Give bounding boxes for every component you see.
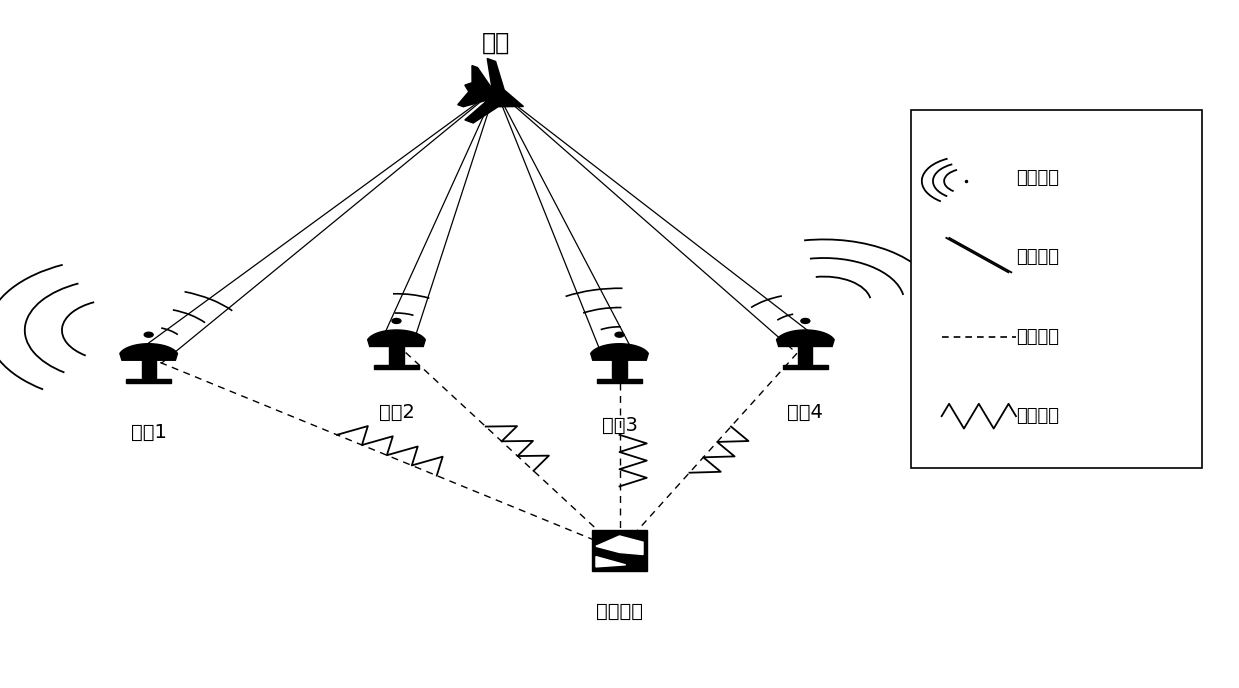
Text: 传输延迟: 传输延迟 <box>1016 407 1059 425</box>
Polygon shape <box>457 58 524 123</box>
Polygon shape <box>120 344 177 361</box>
Polygon shape <box>596 557 626 567</box>
Bar <box>126 379 171 383</box>
Polygon shape <box>596 536 643 555</box>
Bar <box>592 530 647 571</box>
Bar <box>389 346 404 365</box>
Circle shape <box>800 319 810 323</box>
Bar <box>911 110 1202 468</box>
Text: 通信链路: 通信链路 <box>1016 327 1059 345</box>
Polygon shape <box>591 344 648 361</box>
Text: 目标: 目标 <box>482 31 509 55</box>
Text: 跟踪波束: 跟踪波束 <box>1016 248 1059 266</box>
Bar <box>612 360 627 378</box>
Bar <box>798 346 813 365</box>
Text: 雷达4: 雷达4 <box>788 402 823 422</box>
Text: 雷达2: 雷达2 <box>379 402 414 422</box>
Polygon shape <box>777 330 834 347</box>
Bar <box>141 360 156 378</box>
Circle shape <box>615 332 624 337</box>
Text: 雷达3: 雷达3 <box>602 416 637 436</box>
Text: 搜索波束: 搜索波束 <box>1016 169 1059 186</box>
Circle shape <box>392 319 401 323</box>
Bar <box>374 365 419 369</box>
Circle shape <box>144 332 154 337</box>
Text: 融合中心: 融合中心 <box>596 602 643 621</box>
Polygon shape <box>368 330 425 347</box>
Bar <box>597 379 642 383</box>
Text: 雷达1: 雷达1 <box>131 423 166 442</box>
Bar <box>783 365 828 369</box>
